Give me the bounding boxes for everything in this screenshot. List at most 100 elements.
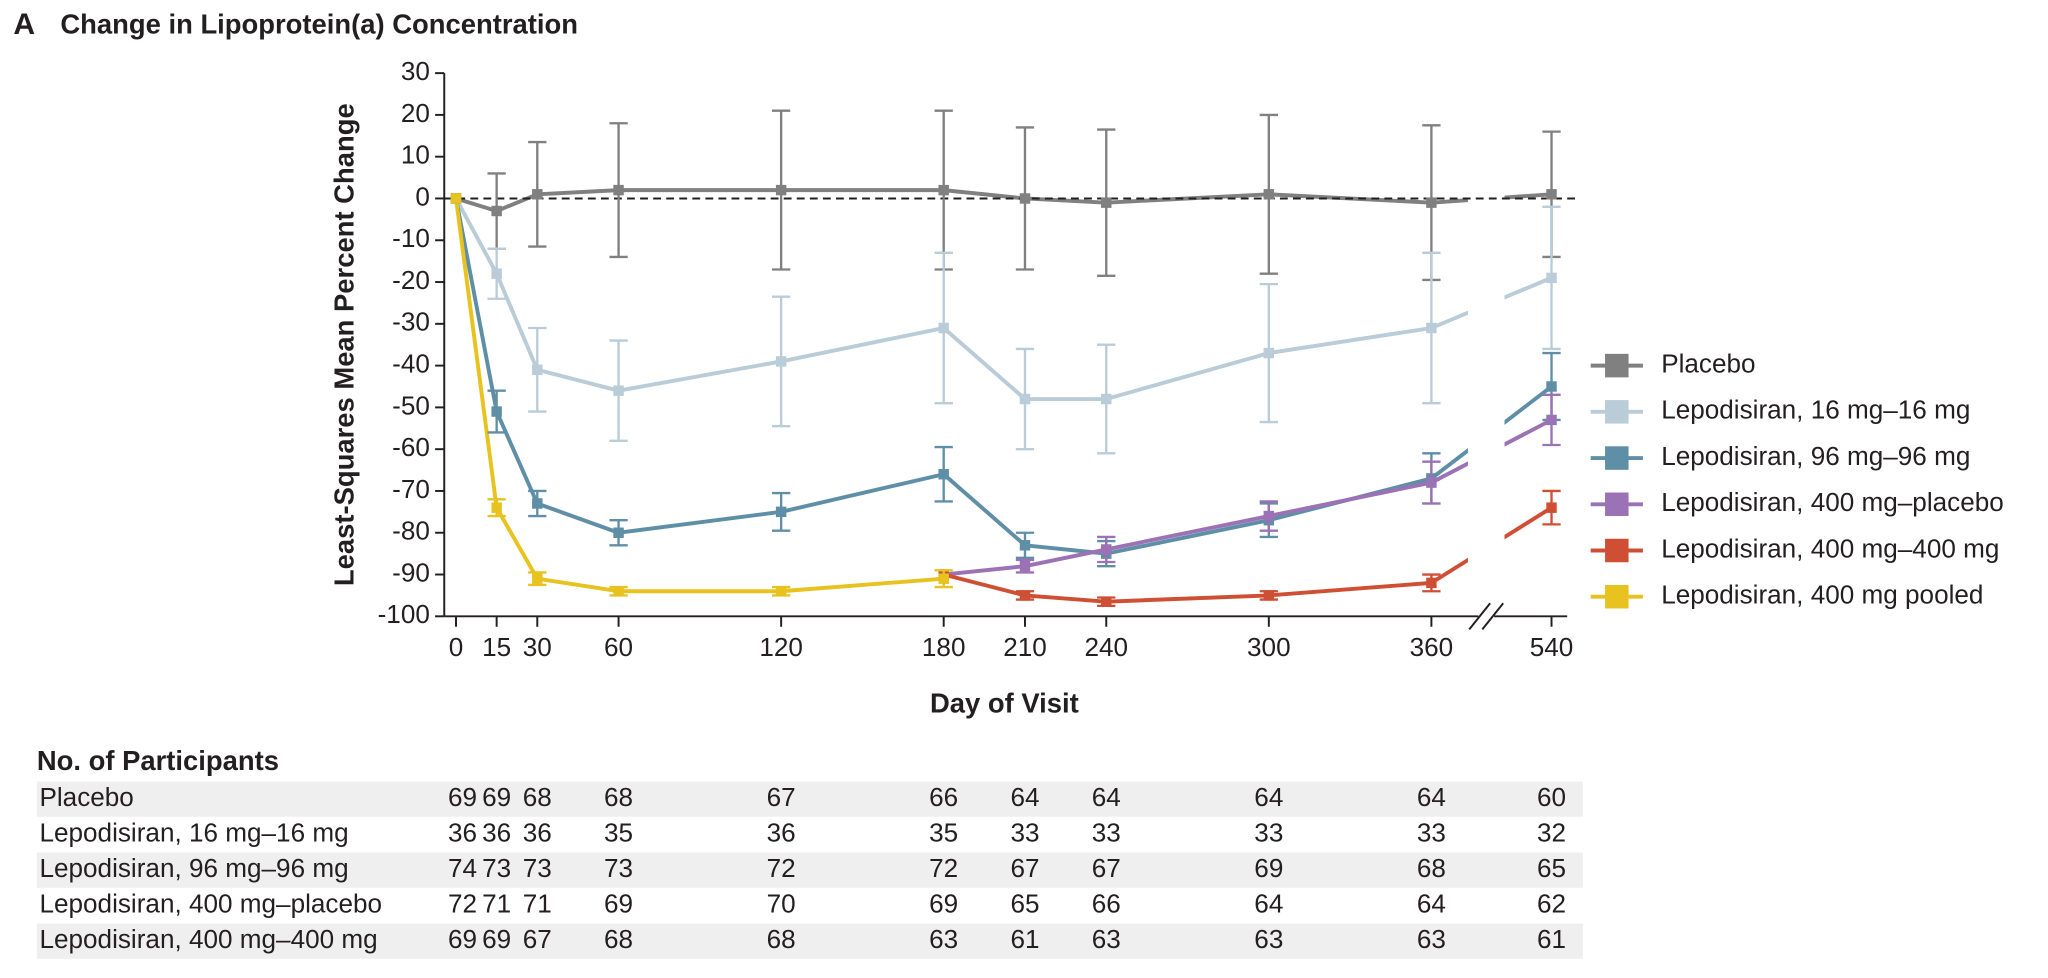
count-cell: 64 (1417, 889, 1446, 919)
break-mark (1481, 602, 1504, 630)
count-cell: 69 (604, 889, 633, 919)
count-cell: 62 (1537, 889, 1566, 919)
count-cell: 66 (1092, 889, 1121, 919)
legend-marker (1605, 538, 1629, 563)
count-cell: 67 (1092, 853, 1121, 883)
count-cell: 64 (1417, 782, 1446, 812)
table-row-bg (36, 852, 1583, 888)
row-label: Lepodisiran, 400 mg–placebo (39, 889, 382, 919)
count-cell: 63 (929, 924, 958, 954)
marker (1019, 193, 1031, 204)
marker (1019, 393, 1031, 405)
count-cell: 73 (523, 853, 552, 883)
legend-marker (1605, 584, 1629, 609)
marker (775, 184, 787, 196)
marker (1546, 502, 1557, 513)
series-line (454, 197, 1553, 401)
legend-label: Lepodisiran, 400 mg–400 mg (1661, 533, 1999, 563)
legend-marker (1605, 446, 1629, 470)
legend-label: Placebo (1661, 348, 1755, 378)
marker (532, 498, 543, 509)
x-tick-label: 240 (1084, 632, 1128, 662)
count-cell: 72 (767, 853, 796, 883)
break-mark (1468, 602, 1491, 630)
count-cell: 69 (482, 782, 511, 812)
count-cell: 69 (448, 782, 477, 812)
marker (491, 502, 502, 513)
count-cell: 33 (1254, 818, 1283, 848)
y-tick-label: -50 (392, 390, 430, 420)
marker (613, 184, 624, 196)
count-cell: 35 (604, 818, 633, 848)
y-tick-label: -80 (392, 516, 430, 546)
count-cell: 33 (1092, 818, 1121, 848)
legend-marker (1605, 353, 1629, 378)
count-cell: 32 (1537, 818, 1566, 848)
count-cell: 68 (604, 924, 633, 954)
table-title: No. of Participants (37, 745, 279, 776)
marker (1019, 590, 1031, 601)
marker (1546, 272, 1557, 284)
x-tick-label: 210 (1003, 632, 1047, 662)
legend-label: Lepodisiran, 400 mg pooled (1661, 580, 1983, 610)
legend-label: Lepodisiran, 400 mg–placebo (1661, 487, 2004, 517)
marker (613, 385, 624, 396)
marker (1263, 347, 1275, 359)
marker (938, 573, 949, 584)
count-cell: 68 (523, 782, 552, 812)
count-cell: 69 (482, 924, 511, 954)
marker (532, 364, 543, 376)
count-cell: 36 (523, 818, 552, 848)
count-cell: 70 (767, 889, 796, 919)
count-cell: 72 (929, 853, 958, 883)
row-label: Lepodisiran, 96 mg–96 mg (39, 853, 348, 883)
marker (1546, 414, 1557, 426)
count-cell: 64 (1010, 782, 1039, 812)
chart-title: Change in Lipoprotein(a) Concentration (60, 8, 578, 39)
count-cell: 63 (1092, 924, 1121, 954)
count-cell: 36 (448, 818, 477, 848)
marker (1101, 393, 1112, 405)
marker (1019, 540, 1031, 551)
marker (613, 527, 624, 538)
marker (491, 205, 502, 217)
marker (1263, 510, 1275, 522)
marker (1426, 322, 1437, 334)
x-tick-label: 0 (449, 632, 464, 662)
count-cell: 36 (767, 818, 796, 848)
count-cell: 63 (1254, 924, 1283, 954)
row-label: Placebo (39, 782, 133, 812)
legend-marker (1605, 492, 1629, 517)
count-cell: 68 (767, 924, 796, 954)
y-tick-label: -20 (392, 265, 430, 295)
x-axis-label: Day of Visit (930, 687, 1079, 718)
x-tick-label: 540 (1530, 632, 1574, 662)
series-line (454, 198, 944, 594)
x-tick-label: 60 (604, 632, 633, 662)
x-tick-label: 360 (1410, 632, 1454, 662)
count-cell: 67 (523, 924, 552, 954)
series-line (943, 418, 1553, 577)
marker (1019, 560, 1031, 572)
count-cell: 60 (1537, 782, 1566, 812)
series-line (454, 198, 1553, 556)
marker (1263, 189, 1275, 200)
table-row-bg (36, 923, 1583, 959)
count-cell: 61 (1010, 924, 1039, 954)
marker (491, 406, 502, 417)
count-cell: 69 (448, 924, 477, 954)
x-tick-label: 120 (759, 632, 803, 662)
marker (532, 189, 543, 200)
x-tick-label: 30 (523, 632, 552, 662)
panel-label: A (13, 8, 35, 41)
y-tick-label: -90 (392, 557, 430, 587)
count-cell: 64 (1254, 889, 1283, 919)
y-tick-label: -100 (378, 599, 430, 629)
x-tick-label: 15 (482, 632, 511, 662)
count-cell: 33 (1010, 818, 1039, 848)
series-line (943, 506, 1553, 604)
count-cell: 61 (1537, 924, 1566, 954)
count-cell: 71 (482, 889, 511, 919)
marker (775, 356, 787, 367)
